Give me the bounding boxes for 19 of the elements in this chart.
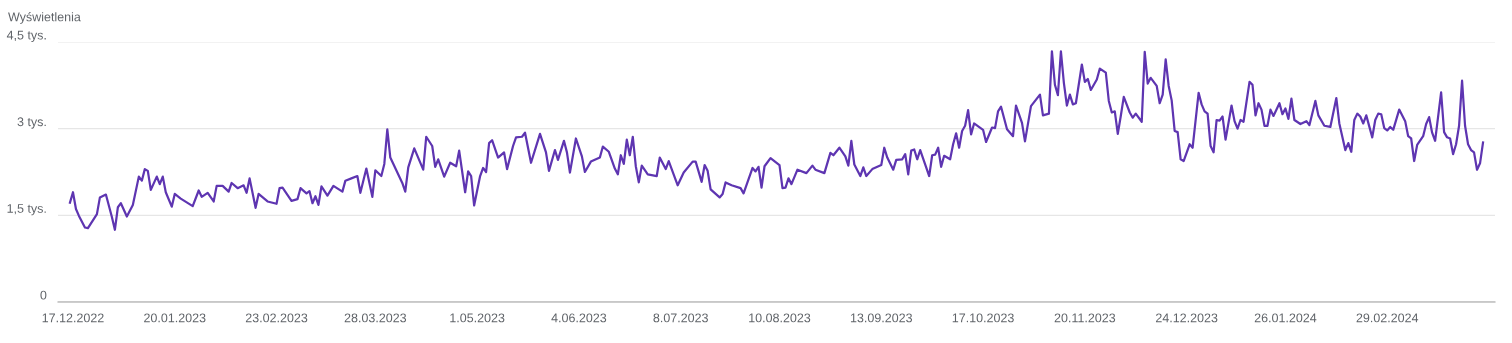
x-tick-label: 17.10.2023 [952,313,1014,323]
x-tick-label: 17.12.2022 [42,313,104,323]
x-tick-label: 28.03.2023 [344,313,407,323]
x-tick-label: 8.07.2023 [653,313,708,323]
x-tick-label: 26.01.2024 [1254,313,1317,323]
y-tick-label: 0 [40,290,47,300]
x-tick-label: 23.02.2023 [245,313,308,323]
x-tick-label: 20.01.2023 [144,313,206,323]
x-tick-label: 29.02.2024 [1356,313,1419,323]
x-tick-label: 10.08.2023 [749,313,811,323]
x-tick-label: 13.09.2023 [850,313,913,323]
x-tick-label: 24.12.2023 [1156,313,1218,323]
x-tick-label: 4.06.2023 [551,313,607,323]
y-tick-label: 3 tys. [17,117,46,129]
x-tick-label: 1.05.2023 [450,313,505,323]
x-tick-label: 20.11.2023 [1054,313,1116,323]
y-tick-label: 4,5 tys. [6,30,46,42]
y-axis-title: Wyświetlenia [8,12,81,24]
y-tick-label: 1,5 tys. [7,204,46,216]
